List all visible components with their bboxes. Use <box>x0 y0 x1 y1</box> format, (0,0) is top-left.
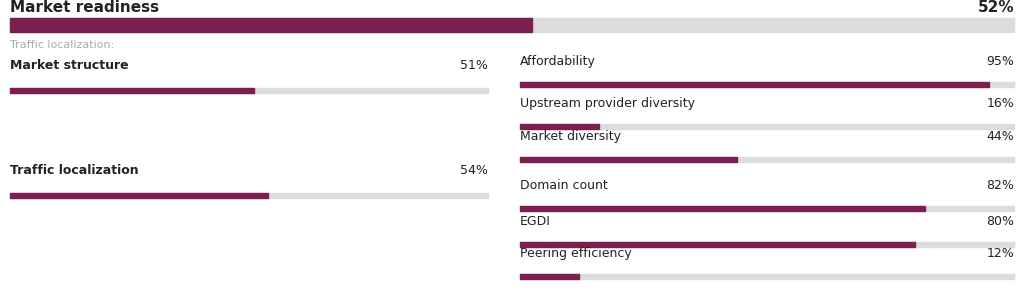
Bar <box>520 124 1014 129</box>
Text: 80%: 80% <box>986 215 1014 228</box>
Text: Upstream provider diversity: Upstream provider diversity <box>520 97 695 110</box>
Bar <box>10 88 254 93</box>
Text: 52%: 52% <box>977 0 1014 15</box>
Text: Peering efficiency: Peering efficiency <box>520 247 632 260</box>
Text: EGDI: EGDI <box>520 215 551 228</box>
Text: Market structure: Market structure <box>10 59 129 72</box>
Text: Market diversity: Market diversity <box>520 130 621 143</box>
Text: 44%: 44% <box>986 130 1014 143</box>
Text: 95%: 95% <box>986 55 1014 68</box>
Text: 16%: 16% <box>986 97 1014 110</box>
Bar <box>520 206 925 211</box>
Text: 12%: 12% <box>986 247 1014 260</box>
Text: Market readiness: Market readiness <box>10 0 159 15</box>
Bar <box>520 157 737 162</box>
Bar <box>520 242 1014 247</box>
Bar <box>520 242 915 247</box>
Text: 54%: 54% <box>460 164 488 177</box>
Text: Traffic localization:: Traffic localization: <box>10 40 115 50</box>
Text: 82%: 82% <box>986 179 1014 192</box>
Text: Domain count: Domain count <box>520 179 608 192</box>
Text: Affordability: Affordability <box>520 55 596 68</box>
Bar <box>520 124 599 129</box>
Bar <box>10 18 1014 32</box>
Bar <box>10 193 488 198</box>
Text: 51%: 51% <box>460 59 488 72</box>
Bar <box>520 82 1014 87</box>
Text: Traffic localization: Traffic localization <box>10 164 138 177</box>
Bar <box>10 193 268 198</box>
Bar <box>520 82 989 87</box>
Bar <box>10 18 532 32</box>
Bar <box>520 157 1014 162</box>
Bar <box>520 274 1014 279</box>
Bar <box>520 274 580 279</box>
Bar <box>520 206 1014 211</box>
Bar <box>10 88 488 93</box>
